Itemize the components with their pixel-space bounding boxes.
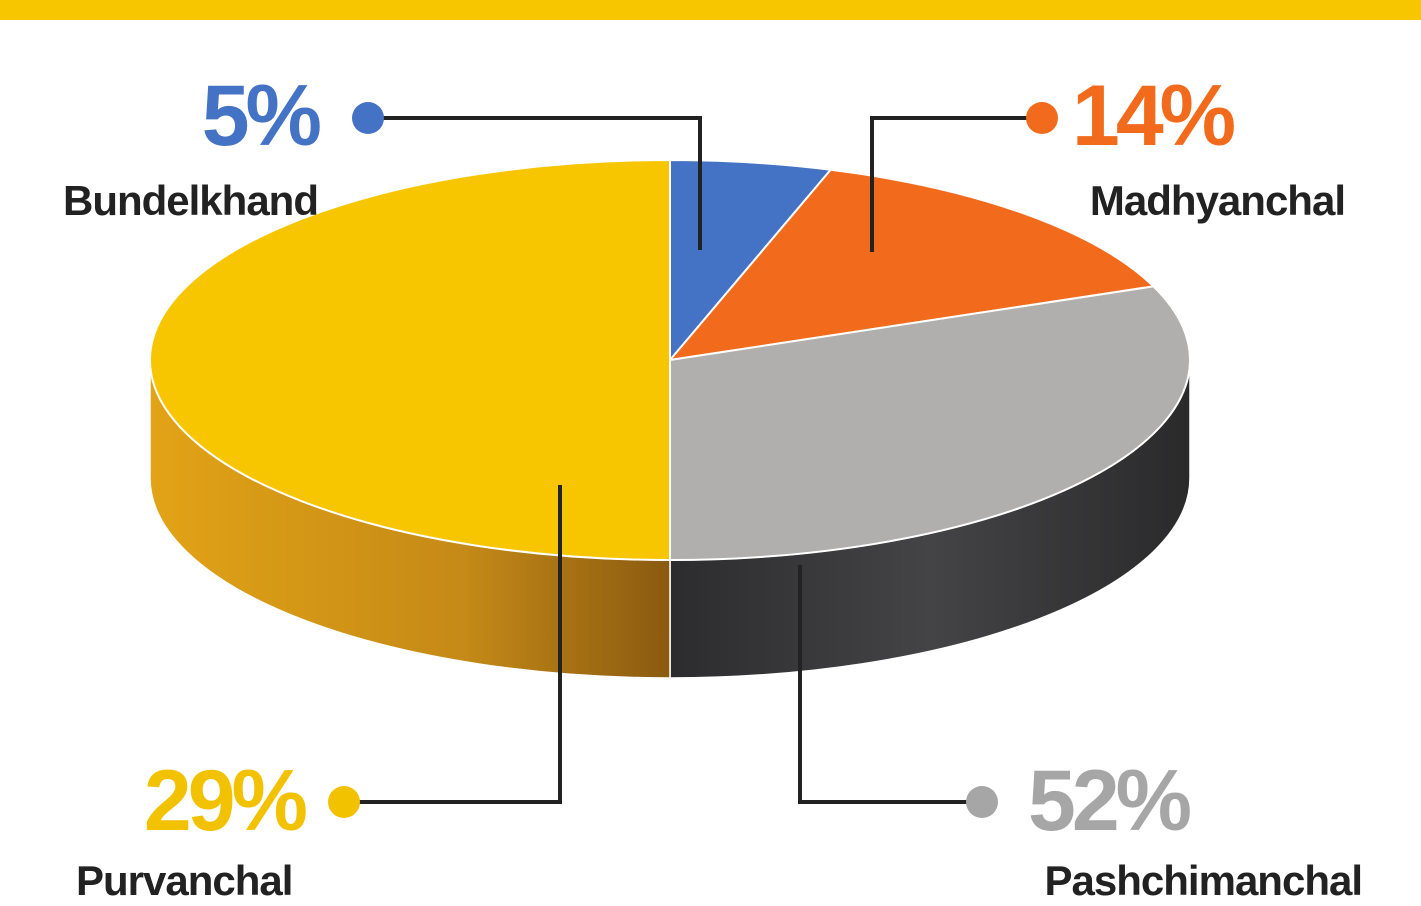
title-banner [0, 0, 1421, 20]
marker-dot-bundelkhand [352, 102, 384, 134]
region-label-bundelkhand: Bundelkhand [63, 177, 318, 224]
region-label-madhyanchal: Madhyanchal [1090, 177, 1345, 224]
pie-slices [149, 159, 1191, 561]
marker-dot-pashchimanchal [966, 786, 998, 818]
pie-slice-pashchimanchal [669, 285, 1191, 561]
marker-dot-madhyanchal [1026, 102, 1058, 134]
leader-line-pashchimanchal [798, 565, 982, 804]
percent-label-bundelkhand: 5% [202, 68, 321, 164]
pie-slice-purvanchal [149, 159, 671, 561]
region-label-pashchimanchal: Pashchimanchal [1045, 857, 1362, 904]
percent-label-pashchimanchal: 52% [1028, 753, 1191, 849]
leader-line-madhyanchal [870, 116, 1042, 252]
leader-line-purvanchal [344, 485, 562, 804]
percent-label-madhyanchal: 14% [1072, 68, 1235, 164]
pie-slice-madhyanchal [669, 168, 1155, 361]
region-label-purvanchal: Purvanchal [76, 857, 292, 904]
leader-line-bundelkhand [368, 116, 702, 250]
percent-label-purvanchal: 29% [144, 753, 307, 849]
pie-slice-bundelkhand [669, 159, 832, 361]
slice-labels: 5% Bundelkhand 14% Madhyanchal 52% Pashchiman… [63, 68, 1363, 904]
marker-dot-purvanchal [328, 786, 360, 818]
